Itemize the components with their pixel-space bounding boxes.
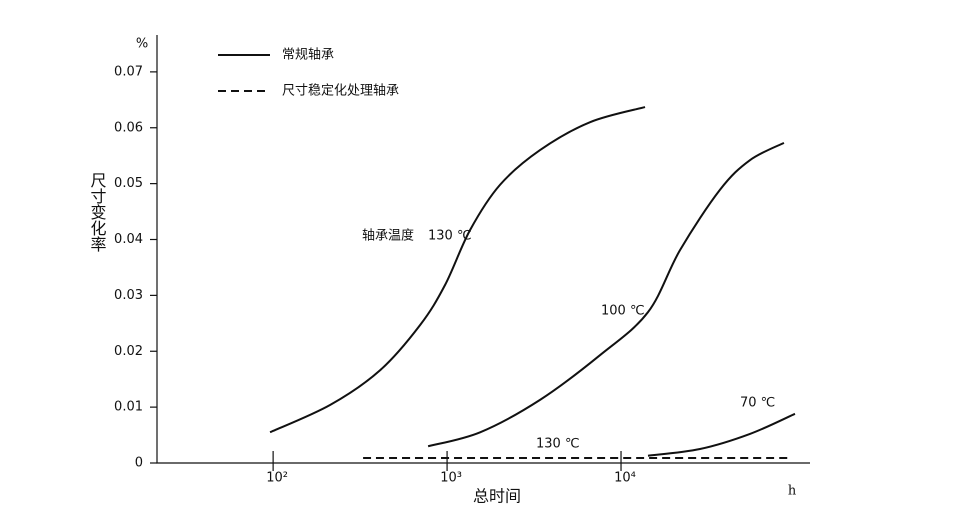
legend-label: 常规轴承 — [282, 48, 334, 63]
legend-label: 尺寸稳定化处理轴承 — [282, 83, 399, 99]
y-unit: % — [136, 37, 148, 52]
y-axis-label: 尺寸变化率 — [88, 172, 107, 252]
series-line — [647, 412, 796, 457]
y-tick-label: 0 — [135, 456, 143, 471]
y-tick-label: 0.02 — [114, 344, 143, 359]
y-tick-label: 0.05 — [114, 176, 143, 191]
x-tick-label: 10² — [266, 471, 288, 486]
y-tick-label: 0.06 — [114, 120, 143, 135]
series-label: 130 ℃ — [536, 437, 580, 452]
x-tick-label: 10³ — [440, 471, 462, 486]
x-tick-label: 10⁴ — [614, 471, 636, 486]
y-tick-label: 0.03 — [114, 288, 143, 303]
axes — [156, 35, 810, 464]
series-line — [427, 141, 785, 448]
y-tick-label: 0.01 — [114, 400, 143, 415]
series-label: 130 ℃ — [428, 229, 472, 244]
x-axis-label: 总时间 — [473, 487, 521, 506]
annotation: 轴承温度 — [362, 228, 414, 244]
series-line — [269, 106, 646, 434]
x-unit: h — [788, 484, 797, 499]
y-tick-label: 0.07 — [114, 64, 143, 79]
y-tick-label: 0.04 — [114, 232, 143, 247]
series-label: 100 ℃ — [601, 304, 645, 319]
series-label: 70 ℃ — [740, 396, 775, 411]
